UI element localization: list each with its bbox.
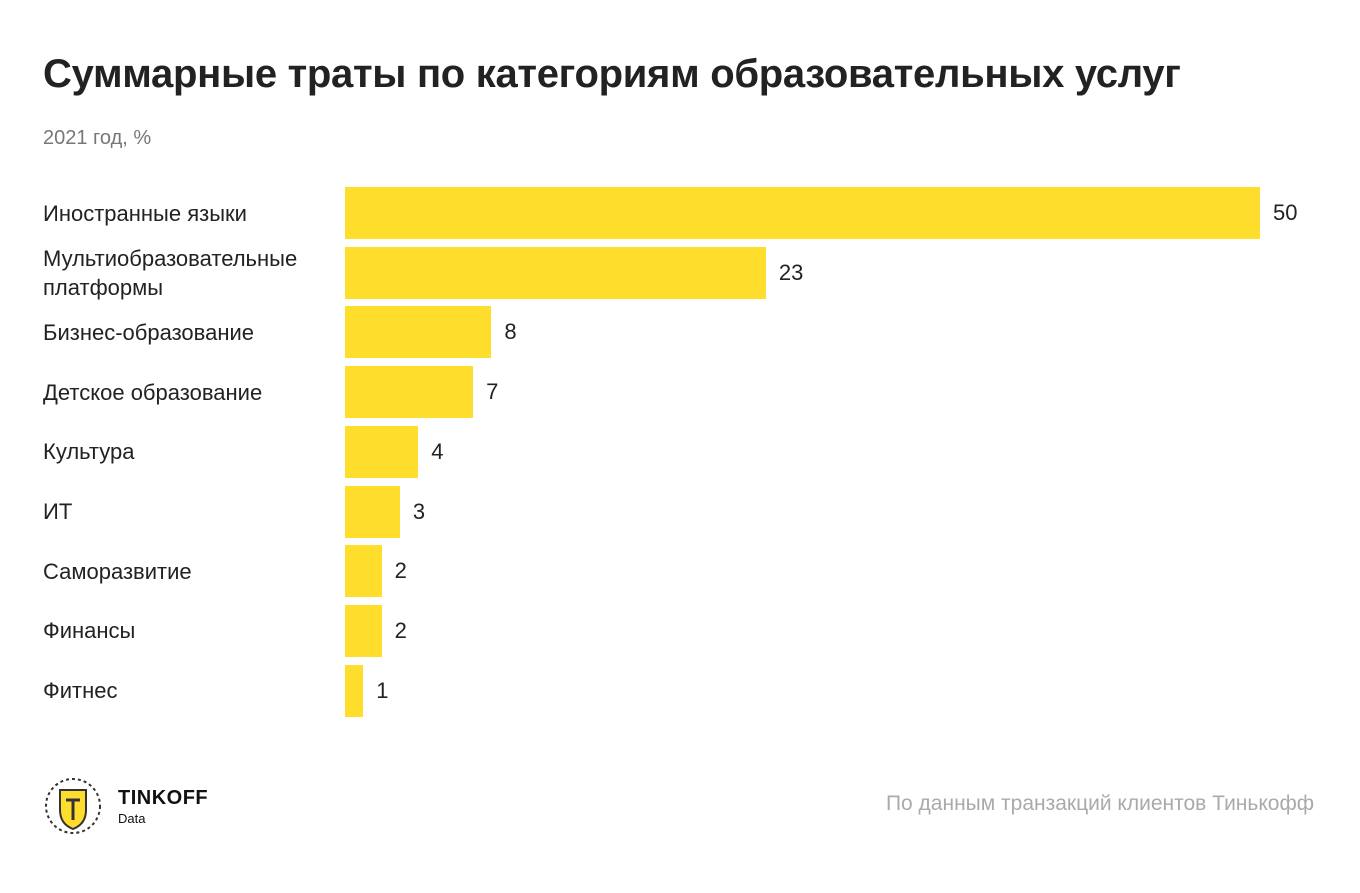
value-label: 3 [412, 498, 426, 524]
bar [345, 306, 492, 359]
bar [345, 366, 474, 419]
value-label: 2 [394, 558, 407, 584]
category-label: ИТ [43, 499, 73, 524]
category-label: Мультиобразовательные платформы [43, 245, 298, 300]
category-label: Культура [43, 439, 135, 465]
category-label: Фитнес [43, 678, 118, 704]
category-label: Саморазвитие [43, 558, 192, 584]
category-label: Финансы [43, 618, 136, 644]
bar [345, 187, 1260, 239]
bar [345, 425, 419, 478]
category-label: Иностранные языки [43, 200, 247, 226]
value-label: 2 [394, 617, 407, 643]
chart-title: Суммарные траты по категориям образовате… [43, 52, 1181, 96]
logo [45, 778, 101, 834]
category-label: Детское образование [43, 379, 263, 405]
value-label: 50 [1273, 200, 1298, 225]
bar [345, 545, 382, 598]
bar [345, 604, 382, 657]
value-label: 23 [778, 259, 804, 285]
bar [345, 246, 766, 299]
bar [345, 664, 364, 717]
source-note: По данным транзакций клиентов Тинькофф [885, 792, 1314, 815]
brand-sub: Data [118, 811, 146, 826]
bar [345, 485, 400, 538]
brand: TINKOFF [118, 787, 209, 809]
value-label: 7 [486, 379, 499, 405]
category-label: Бизнес-образование [43, 319, 255, 345]
value-label: 8 [504, 319, 517, 345]
value-label: 1 [376, 677, 389, 703]
value-label: 4 [431, 438, 444, 464]
chart-subtitle: 2021 год, % [43, 127, 152, 149]
